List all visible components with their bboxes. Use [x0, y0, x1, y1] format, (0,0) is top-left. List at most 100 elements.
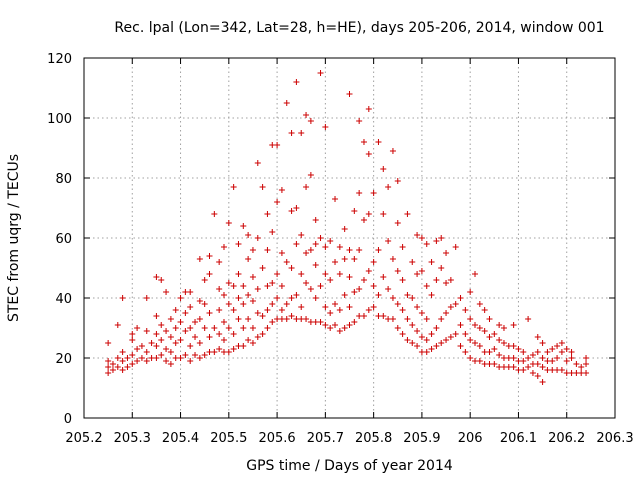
data-point — [220, 319, 227, 325]
data-point — [539, 364, 546, 370]
data-point — [539, 379, 546, 385]
data-point — [216, 259, 223, 265]
data-point — [206, 310, 213, 316]
data-point — [264, 307, 271, 313]
data-point — [114, 322, 121, 328]
data-point — [259, 331, 266, 337]
data-point — [365, 268, 372, 274]
data-point — [148, 340, 155, 346]
data-point — [341, 256, 348, 262]
data-point — [452, 331, 459, 337]
data-point — [346, 322, 353, 328]
data-point — [158, 322, 165, 328]
data-point — [158, 277, 165, 283]
x-axis-label: GPS time / Days of year 2014 — [246, 458, 453, 474]
data-point — [177, 355, 184, 361]
x-tick-label: 205.5 — [210, 431, 247, 446]
data-point — [351, 256, 358, 262]
data-point — [520, 367, 527, 373]
data-point — [404, 337, 411, 343]
data-point — [249, 340, 256, 346]
data-point — [447, 334, 454, 340]
data-point — [187, 304, 194, 310]
data-point — [418, 268, 425, 274]
data-point — [196, 340, 203, 346]
data-point — [187, 325, 194, 331]
data-point — [346, 91, 353, 97]
data-point — [534, 361, 541, 367]
data-point — [230, 346, 237, 352]
y-tick-label: 120 — [47, 52, 72, 67]
data-point — [211, 349, 218, 355]
data-point — [182, 352, 189, 358]
data-point — [283, 301, 290, 307]
data-point — [332, 259, 339, 265]
data-point — [143, 358, 150, 364]
data-point — [525, 364, 532, 370]
data-point — [196, 316, 203, 322]
data-point — [414, 304, 421, 310]
data-point — [332, 322, 339, 328]
data-point — [264, 325, 271, 331]
data-point — [206, 271, 213, 277]
x-tick-label: 205.2 — [65, 431, 102, 446]
data-point — [134, 346, 141, 352]
data-point — [288, 295, 295, 301]
data-point — [423, 283, 430, 289]
data-point — [360, 217, 367, 223]
data-point — [385, 184, 392, 190]
data-point — [278, 250, 285, 256]
data-point — [394, 220, 401, 226]
data-point — [201, 277, 208, 283]
data-point — [510, 355, 517, 361]
data-point — [341, 292, 348, 298]
data-point — [496, 352, 503, 358]
data-point — [245, 316, 252, 322]
data-point — [457, 322, 464, 328]
data-point — [365, 106, 372, 112]
data-point — [153, 274, 160, 280]
data-point — [332, 196, 339, 202]
data-point — [418, 235, 425, 241]
data-point — [196, 298, 203, 304]
data-point — [500, 325, 507, 331]
data-point — [404, 211, 411, 217]
data-point — [259, 184, 266, 190]
data-point — [370, 304, 377, 310]
data-point — [365, 151, 372, 157]
data-point — [428, 346, 435, 352]
data-point — [510, 343, 517, 349]
data-point — [462, 349, 469, 355]
data-point — [428, 292, 435, 298]
data-point — [322, 322, 329, 328]
data-point — [380, 313, 387, 319]
data-point — [568, 349, 575, 355]
data-point — [534, 373, 541, 379]
data-point — [443, 280, 450, 286]
x-tick-label: 205.7 — [307, 431, 344, 446]
data-point — [254, 235, 261, 241]
data-point — [182, 328, 189, 334]
data-point — [428, 331, 435, 337]
data-point — [264, 283, 271, 289]
data-point — [539, 340, 546, 346]
data-point — [143, 328, 150, 334]
data-point — [554, 343, 561, 349]
data-point — [298, 271, 305, 277]
data-point — [249, 247, 256, 253]
data-point — [360, 277, 367, 283]
data-point — [254, 160, 261, 166]
x-tick-label: 205.4 — [162, 431, 199, 446]
x-tick-label: 205.9 — [403, 431, 440, 446]
data-point — [370, 190, 377, 196]
data-point — [163, 289, 170, 295]
data-point — [288, 130, 295, 136]
data-point — [119, 358, 126, 364]
data-point — [534, 334, 541, 340]
y-tick-label: 40 — [55, 292, 72, 307]
data-point — [105, 340, 112, 346]
data-point — [394, 268, 401, 274]
data-point — [375, 247, 382, 253]
data-point — [447, 277, 454, 283]
data-point — [360, 313, 367, 319]
